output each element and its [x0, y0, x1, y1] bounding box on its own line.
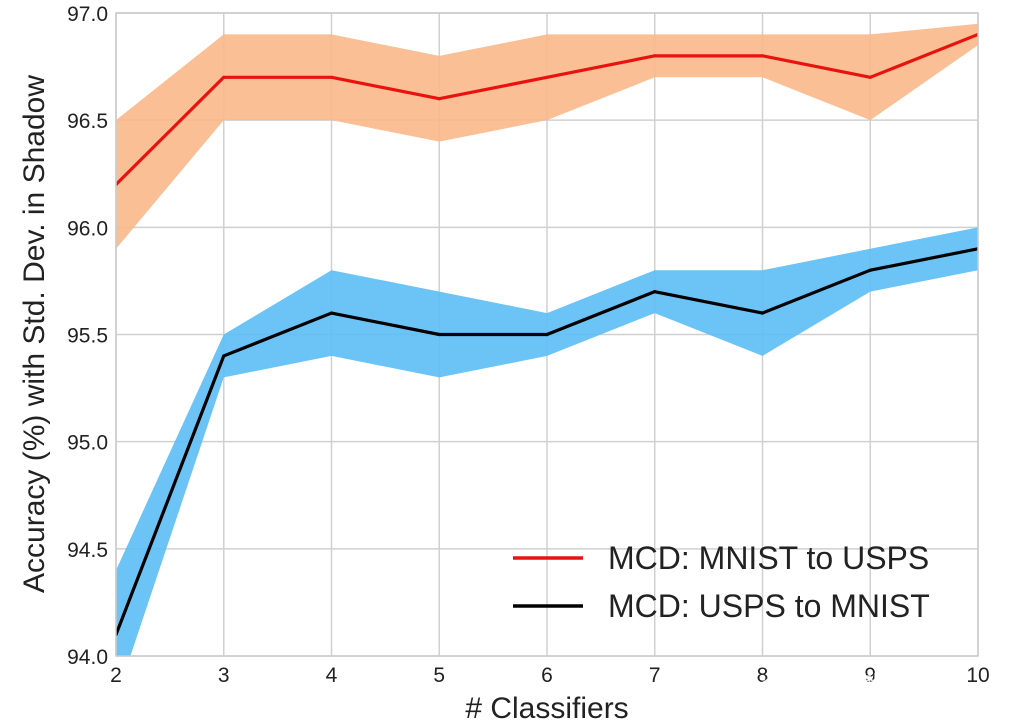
- std-band-mnist-to-usps: [116, 23, 978, 249]
- x-tick-label-9: 9: [864, 664, 876, 687]
- x-tick-label-10: 10: [966, 664, 989, 687]
- std-dev-bands: [116, 23, 978, 656]
- data-point-usps-to-mnist-6: [545, 332, 549, 337]
- data-point-mnist-to-usps-9: [868, 75, 872, 79]
- std-band-usps-to-mnist: [116, 227, 978, 656]
- data-point-mnist-to-usps-8: [760, 54, 765, 58]
- x-tick-labels: 2 3 4 5 6 7 8 9 10: [110, 664, 990, 687]
- legend-label-mnist-to-usps: MCD: MNIST to USPS: [608, 540, 929, 576]
- watermark-text: 知乎 @今天看文献了吗: [682, 671, 930, 699]
- legend-label-usps-to-mnist: MCD: USPS to MNIST: [608, 588, 930, 624]
- x-tick-label-6: 6: [541, 664, 553, 687]
- data-point-usps-to-mnist-3: [222, 354, 226, 358]
- data-point-usps-to-mnist-9: [868, 268, 872, 272]
- y-tick-label-96.5: 96.5: [67, 110, 108, 133]
- x-axis-label: # Classifiers: [465, 692, 628, 725]
- y-tick-labels: 94.0 94.5 95.0 95.5 96.0 96.5 97.0: [67, 3, 108, 669]
- data-point-usps-to-mnist-8: [760, 311, 765, 315]
- legend: MCD: MNIST to USPS MCD: USPS to MNIST: [513, 540, 930, 624]
- data-point-usps-to-mnist-4: [329, 311, 334, 315]
- data-point-mnist-to-usps-7: [653, 54, 657, 58]
- y-tick-label-97.0: 97.0: [67, 3, 108, 26]
- x-tick-label-2: 2: [110, 664, 122, 687]
- data-point-mnist-to-usps-3: [222, 75, 226, 79]
- x-tick-label-3: 3: [218, 664, 230, 687]
- y-tick-label-94.0: 94.0: [67, 646, 108, 669]
- y-tick-label-94.5: 94.5: [67, 539, 108, 562]
- y-tick-label-95.5: 95.5: [67, 325, 108, 348]
- data-point-mnist-to-usps-5: [437, 97, 441, 101]
- data-point-usps-to-mnist-5: [437, 332, 441, 337]
- y-axis-label: Accuracy (%) with Std. Dev. in Shadow: [18, 75, 51, 593]
- x-tick-label-4: 4: [326, 664, 338, 687]
- data-point-mnist-to-usps-4: [329, 75, 334, 79]
- x-tick-label-7: 7: [649, 664, 661, 687]
- y-tick-label-96.0: 96.0: [67, 217, 108, 240]
- series-lines: [116, 32, 978, 637]
- y-tick-label-95.0: 95.0: [67, 432, 108, 455]
- plot-frame: [115, 12, 979, 657]
- data-point-mnist-to-usps-6: [545, 75, 549, 79]
- x-tick-label-5: 5: [433, 664, 445, 687]
- data-point-usps-to-mnist-7: [653, 290, 657, 294]
- x-tick-label-8: 8: [757, 664, 769, 687]
